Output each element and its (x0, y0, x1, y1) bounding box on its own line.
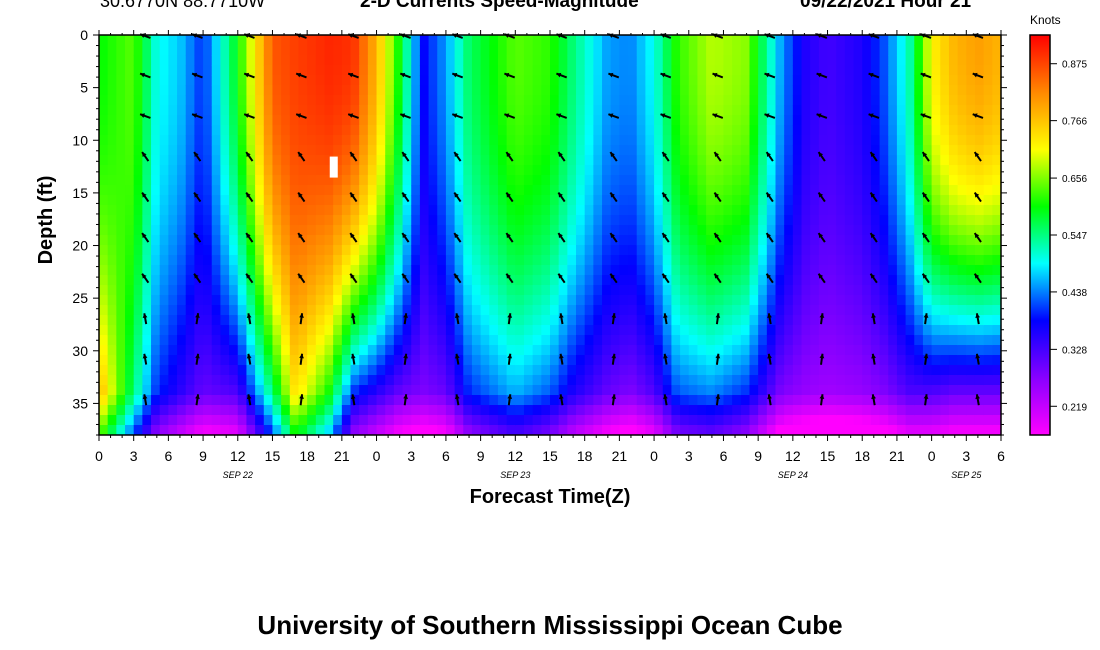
colorbar: Knots 0.875 0.766 0.656 0.547 0.438 0.328 0.21… (1029, 13, 1087, 436)
x-tick-label: 9 (477, 448, 485, 464)
datetime-label: 09/22/2021 Hour 21 (800, 0, 972, 12)
date-label: SEP 24 (778, 470, 808, 480)
chart-title: 2-D Currents Speed-Magnitude (360, 0, 639, 12)
x-tick-label: 0 (650, 448, 658, 464)
location-label: 30.6770N 88.7710W (100, 0, 266, 11)
colorbar-tick-label: 0.656 (1062, 174, 1087, 185)
x-tick-label: 3 (130, 448, 138, 464)
colorbar-tick-label: 0.438 (1062, 288, 1087, 299)
x-tick-label: 6 (442, 448, 450, 464)
y-tick-label: 20 (72, 238, 88, 254)
date-label: SEP 22 (223, 470, 253, 480)
colorbar-tick-label: 0.875 (1062, 60, 1087, 71)
x-tick-label: 21 (334, 448, 350, 464)
x-axis-label: Forecast Time(Z) (470, 486, 631, 508)
x-tick-label: 6 (164, 448, 172, 464)
x-tick-label: 6 (720, 448, 728, 464)
x-tick-label: 21 (889, 448, 905, 464)
colorbar-tick-label: 0.219 (1062, 402, 1087, 413)
colorbar-gradient (1029, 34, 1051, 436)
x-axis: 0 3 6 9 12 15 18 21 0 3 6 9 12 15 18 21 0 3 6 9 12 15 18 21 0 3 6 S… (95, 30, 1005, 480)
x-tick-label: 9 (199, 448, 207, 464)
x-tick-label: 15 (542, 448, 558, 464)
x-tick-label: 12 (230, 448, 246, 464)
x-tick-label: 18 (577, 448, 593, 464)
y-tick-label: 15 (72, 185, 88, 201)
colorbar-tick-label: 0.328 (1062, 345, 1087, 356)
x-tick-label: 18 (854, 448, 870, 464)
date-label: SEP 23 (500, 470, 530, 480)
colorbar-tick-label: 0.547 (1062, 231, 1087, 242)
x-tick-label: 9 (754, 448, 762, 464)
x-tick-label: 3 (685, 448, 693, 464)
y-tick-label: 10 (72, 132, 88, 148)
y-tick-label: 30 (72, 343, 88, 359)
y-tick-label: 25 (72, 290, 88, 306)
x-tick-label: 15 (820, 448, 836, 464)
x-tick-label: 18 (299, 448, 315, 464)
y-tick-label: 5 (80, 80, 88, 96)
x-tick-label: 0 (95, 448, 103, 464)
heatmap (99, 35, 1001, 435)
x-tick-label: 0 (928, 448, 936, 464)
x-tick-label: 3 (407, 448, 415, 464)
current-time-marker (329, 156, 338, 178)
y-tick-label: 0 (80, 27, 88, 43)
colorbar-ticks: 0.875 0.766 0.656 0.547 0.438 0.328 0.219 (1050, 60, 1087, 413)
y-axis-label: Depth (ft) (35, 176, 57, 265)
y-tick-label: 35 (72, 395, 88, 411)
x-tick-label: 21 (612, 448, 628, 464)
date-label: SEP 25 (951, 470, 982, 480)
x-tick-label: 15 (265, 448, 281, 464)
colorbar-unit: Knots (1030, 13, 1061, 27)
x-tick-label: 0 (373, 448, 381, 464)
footer-credit: University of Southern Mississippi Ocean… (257, 610, 843, 640)
x-tick-label: 12 (508, 448, 524, 464)
x-tick-label: 12 (785, 448, 801, 464)
x-tick-label: 6 (997, 448, 1005, 464)
x-tick-label: 3 (962, 448, 970, 464)
colorbar-tick-label: 0.766 (1062, 117, 1087, 128)
